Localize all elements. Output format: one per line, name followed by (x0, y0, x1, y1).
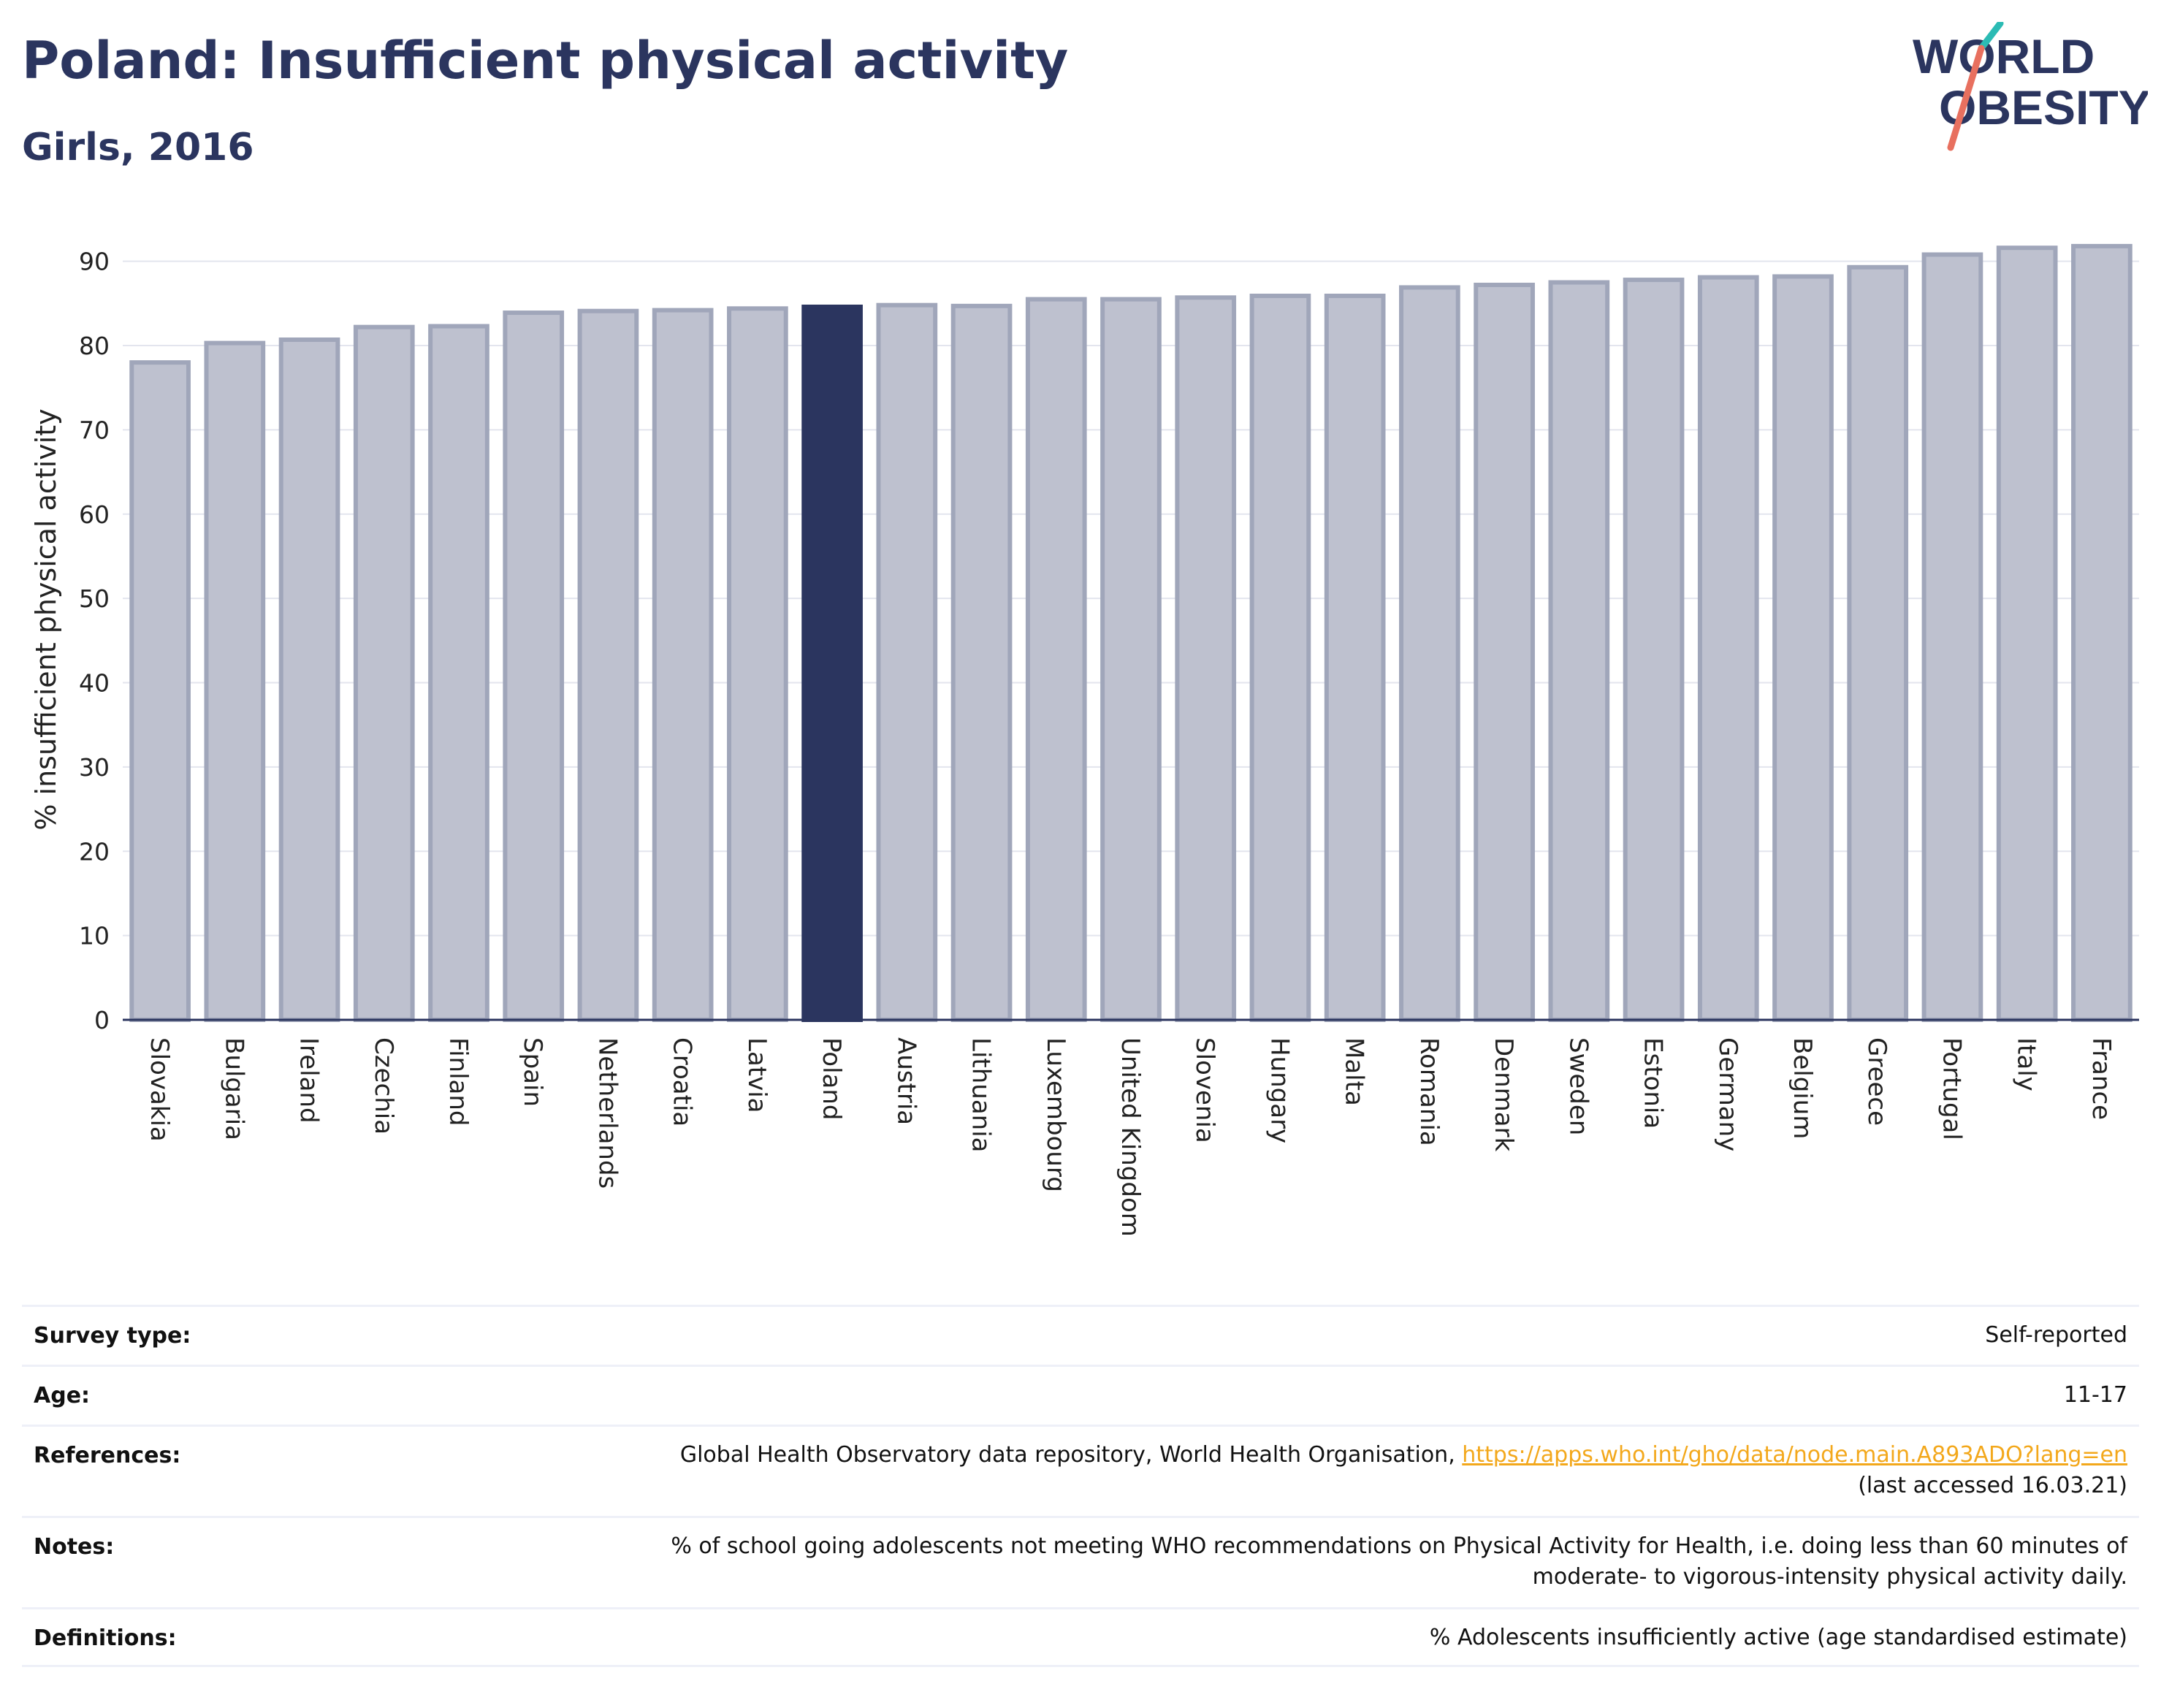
x-tick-label: Luxembourg (1041, 1037, 1070, 1192)
x-tick-label: Belgium (1788, 1037, 1817, 1139)
y-tick-label: 80 (79, 332, 110, 360)
x-tick-label: Ireland (294, 1037, 324, 1124)
info-row-age: Age: 11-17 (22, 1365, 2139, 1425)
x-tick-label: Spain (518, 1037, 547, 1107)
reference-text: Global Health Observatory data repositor… (679, 1442, 1463, 1468)
y-tick-label: 20 (79, 837, 110, 866)
bar (577, 308, 639, 1022)
info-row-survey-type: Survey type: Self-reported (22, 1305, 2139, 1365)
x-tick-label: Sweden (1563, 1037, 1593, 1135)
reference-link[interactable]: https://apps.who.int/gho/data/node.main.… (1462, 1442, 2127, 1468)
info-label: Survey type: (34, 1323, 191, 1349)
bar (727, 306, 788, 1022)
y-tick-label: 40 (79, 669, 110, 698)
bar (950, 303, 1013, 1022)
bar (428, 324, 489, 1022)
x-tick-label: Latvia (742, 1037, 771, 1113)
notes-line-1: % of school going adolescents not meetin… (671, 1533, 2127, 1559)
x-tick-label: Bulgaria (219, 1037, 248, 1140)
x-tick-label: Estonia (1639, 1037, 1668, 1129)
bar (353, 324, 415, 1022)
bar (652, 308, 714, 1022)
world-obesity-logo: WORLD OBESITY (1913, 22, 2148, 151)
x-tick-label: Greece (1862, 1037, 1891, 1126)
x-tick-label: Germany (1713, 1037, 1742, 1151)
y-tick-label: 70 (79, 416, 110, 444)
info-row-notes: Notes: % of school going adolescents not… (22, 1516, 2139, 1607)
bar (1996, 245, 2058, 1023)
y-tick-label: 90 (79, 248, 110, 276)
x-tick-label: Finland (443, 1037, 473, 1126)
logo-slash-red (1947, 45, 1985, 151)
info-table: Survey type: Self-reported Age: 11-17 Re… (22, 1305, 2139, 1667)
info-row-definitions: Definitions: % Adolescents insufficientl… (22, 1607, 2139, 1667)
page-title: Poland: Insufficient physical activity (22, 31, 1069, 91)
bar (204, 340, 266, 1023)
x-tick-label: United Kingdom (1116, 1037, 1145, 1237)
bar (1100, 297, 1162, 1023)
y-tick-label: 10 (79, 922, 110, 950)
x-tick-label: Poland (817, 1037, 846, 1121)
bar (1921, 252, 1983, 1023)
x-tick-label: Lithuania (967, 1037, 996, 1152)
x-tick-label: Romania (1414, 1037, 1444, 1146)
x-tick-label: Slovenia (1190, 1037, 1219, 1143)
x-tick-label: Netherlands (592, 1037, 622, 1189)
info-row-references: References: Global Health Observatory da… (22, 1425, 2139, 1516)
info-value: Self-reported (1985, 1322, 2127, 1348)
bar (876, 302, 938, 1022)
bar (1175, 295, 1237, 1023)
x-tick-label: Italy (2012, 1037, 2041, 1091)
bar (278, 337, 340, 1022)
bar (1399, 285, 1460, 1022)
page-subtitle: Girls, 2016 (22, 126, 254, 169)
info-label: References: (34, 1443, 181, 1468)
bar (2071, 243, 2133, 1023)
logo-text-obesity: OBESITY (1939, 80, 2148, 134)
bar-chart: 0 10 20 30 40 50 60 70 80 90 % insufficient physic… (30, 243, 2139, 1237)
reference-accessed: (last accessed 16.03.21) (1858, 1473, 2127, 1498)
info-label: Notes: (34, 1534, 115, 1560)
bar (1249, 293, 1311, 1022)
bar (1623, 278, 1685, 1023)
info-value: % of school going adolescents not meetin… (671, 1531, 2127, 1593)
y-tick-label: 0 (94, 1006, 110, 1034)
y-tick-label: 50 (79, 584, 110, 613)
notes-line-2: moderate- to vigorous-intensity physical… (1532, 1564, 2127, 1590)
bar-highlight (801, 304, 863, 1022)
x-tick-label: Czechia (369, 1037, 398, 1135)
bar (1474, 282, 1535, 1022)
info-value: Global Health Observatory data repositor… (680, 1440, 2127, 1501)
logo-slash-teal (1978, 22, 2004, 52)
info-value: 11-17 (2063, 1382, 2127, 1408)
bar (1697, 275, 1759, 1023)
info-label: Definitions: (34, 1625, 177, 1651)
bar (1847, 264, 1909, 1022)
x-tick-label: Hungary (1265, 1037, 1294, 1143)
bar (1025, 297, 1087, 1023)
y-tick-label: 30 (79, 753, 110, 782)
x-tick-label: Portugal (1937, 1037, 1966, 1140)
info-label: Age: (34, 1383, 91, 1408)
bar (503, 310, 565, 1022)
bar (1324, 293, 1386, 1022)
x-tick-label: Denmark (1489, 1037, 1518, 1152)
x-tick-label: France (2086, 1037, 2116, 1120)
bar (1772, 274, 1834, 1023)
x-tick-label: Slovakia (145, 1037, 174, 1142)
x-tick-label: Malta (1340, 1037, 1369, 1106)
y-tick-label: 60 (79, 500, 110, 529)
bar (129, 360, 191, 1022)
x-tick-label: Croatia (668, 1037, 697, 1126)
y-axis-title: % insufficient physical activity (30, 408, 62, 830)
logo-text-world: WORLD (1913, 29, 2095, 83)
bar (1548, 280, 1610, 1022)
info-value: % Adolescents insufficiently active (age… (1429, 1625, 2127, 1650)
x-tick-label: Austria (891, 1037, 921, 1125)
